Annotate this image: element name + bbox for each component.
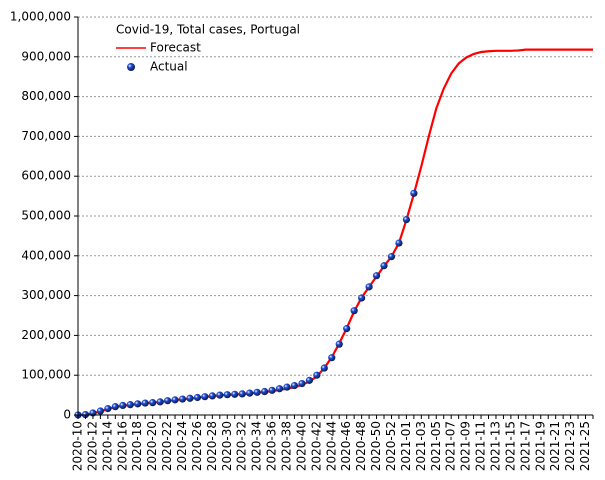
y-tick-label: 500,000 [21, 209, 71, 223]
x-tick-label: 2020-34 [250, 421, 264, 471]
x-tick-label: 2021-21 [548, 421, 562, 471]
x-tick-label: 2020-26 [190, 421, 204, 471]
x-tick-label: 2020-10 [71, 421, 85, 471]
x-tick-label: 2020-30 [220, 421, 234, 471]
actual-point [305, 376, 313, 384]
forecast-line [77, 48, 593, 417]
actual-point [372, 272, 381, 280]
x-tick-label: 2020-40 [294, 421, 308, 471]
actual-point [96, 407, 104, 415]
x-tick-label: 2020-44 [324, 421, 338, 471]
x-tick-label: 2020-12 [85, 421, 99, 471]
x-tick-label: 2021-03 [414, 421, 428, 471]
actual-point [134, 400, 142, 408]
y-tick-label: 400,000 [21, 248, 71, 262]
actual-point [328, 354, 336, 362]
x-tick-label: 2021-19 [533, 421, 547, 471]
actual-point [402, 215, 411, 224]
actual-point [201, 393, 209, 401]
x-tick-label: 2020-28 [205, 421, 219, 471]
x-tick-label: 2020-38 [279, 421, 293, 471]
actual-point [178, 395, 187, 403]
actual-point [126, 401, 134, 409]
actual-point [358, 294, 366, 302]
actual-point [231, 390, 239, 398]
actual-point [186, 394, 194, 402]
x-tick-label: 2020-52 [384, 421, 398, 471]
actual-point [171, 396, 179, 404]
x-tick-label: 2021-17 [518, 421, 532, 471]
y-tick-label: 0 [63, 408, 71, 422]
actual-point [246, 389, 254, 397]
actual-point [260, 387, 269, 396]
actual-point [380, 262, 388, 270]
actual-point [313, 371, 321, 379]
actual-point [193, 393, 202, 402]
actual-point [410, 189, 418, 197]
x-tick-label: 2020-46 [339, 421, 353, 471]
actual-point [208, 392, 216, 400]
actual-point [335, 340, 343, 348]
actual-point [253, 388, 261, 396]
x-tick-label: 2020-42 [309, 421, 323, 471]
x-tick-label: 2021-15 [503, 421, 517, 471]
actual-point [343, 325, 351, 333]
x-tick-label: 2020-20 [145, 421, 159, 471]
actual-point [163, 397, 172, 405]
actual-point [320, 364, 328, 372]
x-tick-label: 2021-23 [563, 421, 577, 471]
x-tick-label: 2020-32 [235, 421, 249, 471]
y-tick-label: 1,000,000 [10, 10, 71, 24]
x-tick-label: 2021-11 [474, 421, 488, 471]
x-tick-label: 2020-16 [115, 421, 129, 471]
x-tick-label: 2020-24 [175, 421, 189, 471]
y-tick-label: 300,000 [21, 288, 71, 302]
y-tick-label: 800,000 [21, 89, 71, 103]
legend-label: Forecast [150, 41, 201, 55]
actual-point [283, 383, 291, 391]
x-tick-label: 2021-05 [429, 421, 443, 471]
actual-point [298, 379, 306, 388]
y-tick-label: 600,000 [21, 169, 71, 183]
y-tick-label: 200,000 [21, 328, 71, 342]
x-tick-label: 2021-09 [459, 421, 473, 471]
actual-point [111, 403, 119, 411]
actual-point [268, 386, 276, 394]
actual-point [141, 399, 149, 407]
x-tick-label: 2020-48 [354, 421, 368, 471]
x-tick-label: 2020-50 [369, 421, 383, 471]
x-tick-label: 2020-22 [160, 421, 174, 471]
actual-point [275, 385, 284, 393]
x-tick-label: 2021-13 [488, 421, 502, 471]
x-tick-label: 2021-01 [399, 421, 413, 471]
legend-label: Actual [150, 60, 188, 74]
actual-point [119, 401, 127, 410]
actual-point [238, 390, 246, 398]
actual-point [350, 307, 358, 315]
actual-point [216, 391, 224, 399]
x-tick-label: 2020-14 [100, 421, 114, 471]
actual-point [387, 252, 396, 261]
y-tick-label: 700,000 [21, 129, 71, 143]
actual-point [290, 381, 299, 390]
x-tick-label: 2021-25 [578, 421, 592, 471]
y-tick-label: 100,000 [21, 368, 71, 382]
x-tick-label: 2020-36 [265, 421, 279, 471]
legend-swatch [127, 63, 135, 71]
actual-point [104, 405, 112, 413]
chart-title: Covid-19, Total cases, Portugal [116, 23, 300, 37]
actual-point [365, 283, 373, 291]
actual-point [156, 398, 164, 406]
actual-point [149, 399, 157, 407]
actual-point [395, 239, 403, 247]
actual-point [223, 391, 231, 399]
y-tick-label: 900,000 [21, 49, 71, 63]
x-tick-label: 2021-07 [444, 421, 458, 471]
x-tick-label: 2020-18 [130, 421, 144, 471]
